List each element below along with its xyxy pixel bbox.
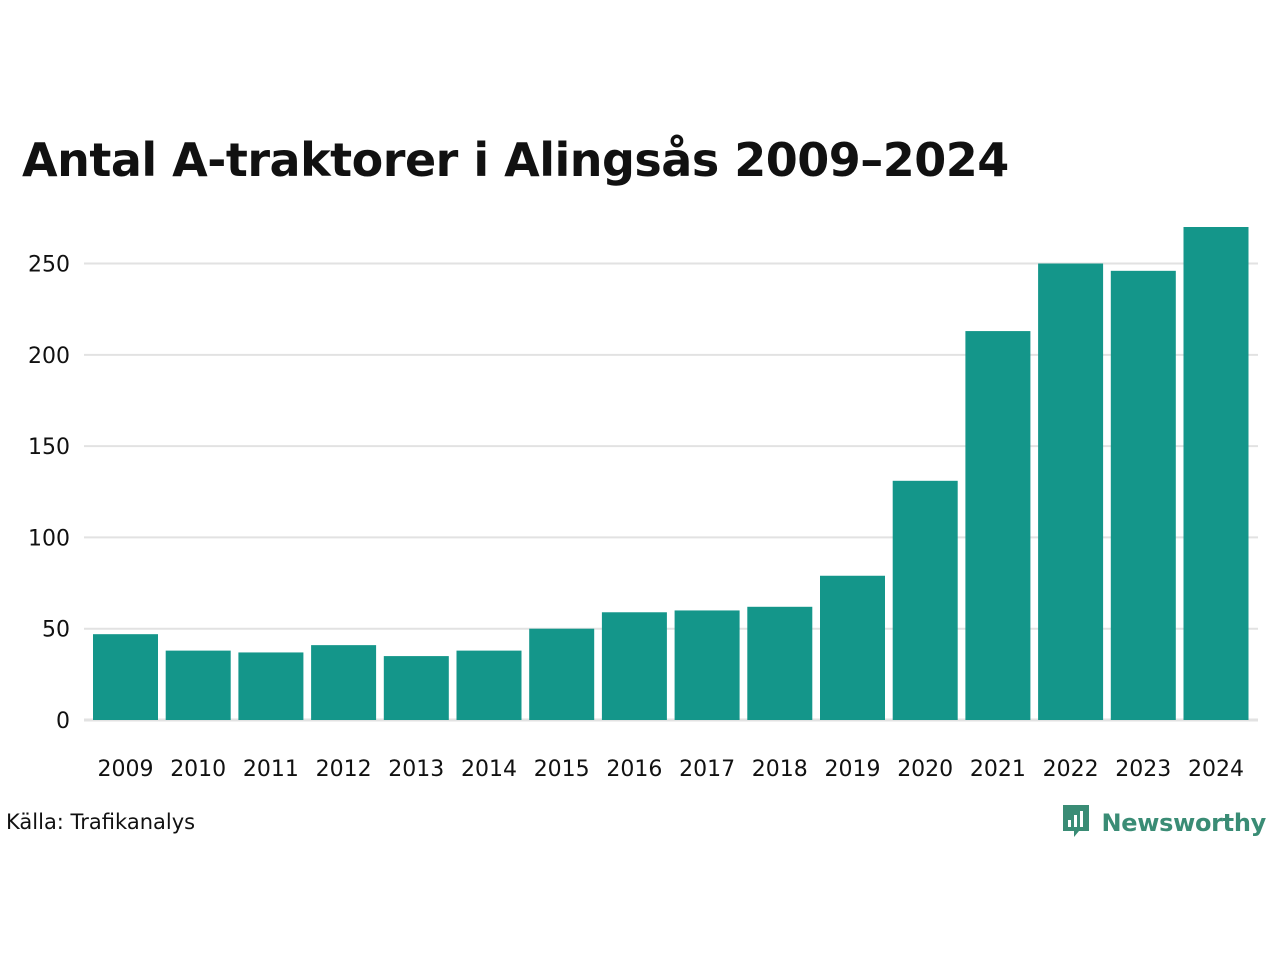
bar-2012 [311, 645, 377, 720]
x-tick-label: 2013 [388, 757, 444, 782]
x-axis-ticks: 2009 2010 2011 2012 2013 2014 2015 2016 2017 2018… [98, 757, 1245, 782]
x-tick-label: 2020 [897, 757, 953, 782]
y-tick-label: 50 [42, 618, 70, 643]
bar-2011 [238, 652, 304, 720]
bar-2013 [383, 656, 449, 720]
y-tick-label: 0 [56, 709, 70, 734]
bar-2022 [1038, 263, 1104, 720]
x-tick-label: 2022 [1043, 757, 1099, 782]
x-tick-label: 2018 [752, 757, 808, 782]
x-tick-label: 2021 [970, 757, 1026, 782]
bar-2010 [165, 650, 231, 720]
bar-2020 [892, 480, 958, 720]
x-tick-label: 2011 [243, 757, 299, 782]
bar-2024 [1183, 227, 1249, 720]
brand-name: Newsworthy [1101, 809, 1266, 837]
x-tick-label: 2024 [1188, 757, 1244, 782]
x-tick-label: 2019 [825, 757, 881, 782]
bar-2018 [747, 606, 813, 720]
x-tick-label: 2010 [170, 757, 226, 782]
x-tick-label: 2015 [534, 757, 590, 782]
bar-2017 [674, 610, 740, 720]
bars [93, 227, 1249, 720]
y-axis-ticks: 0 50 100 150 200 250 [28, 253, 70, 734]
bar-2019 [820, 575, 885, 720]
y-tick-label: 150 [28, 435, 70, 460]
x-tick-label: 2016 [606, 757, 662, 782]
chart-title: Antal A-traktorer i Alingsås 2009–2024 [22, 133, 1009, 187]
bar-2021 [965, 331, 1031, 720]
bar-2014 [456, 650, 522, 720]
y-tick-label: 100 [28, 526, 70, 551]
bar-2016 [601, 612, 667, 720]
bar-2009 [93, 634, 158, 720]
x-tick-label: 2017 [679, 757, 735, 782]
x-tick-label: 2014 [461, 757, 517, 782]
bar-2023 [1110, 270, 1176, 720]
source-label: Källa: Trafikanalys [6, 810, 196, 834]
x-tick-label: 2023 [1115, 757, 1171, 782]
y-tick-label: 250 [28, 253, 70, 278]
x-tick-label: 2009 [98, 757, 154, 782]
newsworthy-logo-icon [1061, 803, 1091, 843]
brand: Newsworthy [1061, 803, 1266, 843]
x-tick-label: 2012 [316, 757, 372, 782]
bar-2015 [529, 628, 595, 720]
y-tick-label: 200 [28, 344, 70, 369]
